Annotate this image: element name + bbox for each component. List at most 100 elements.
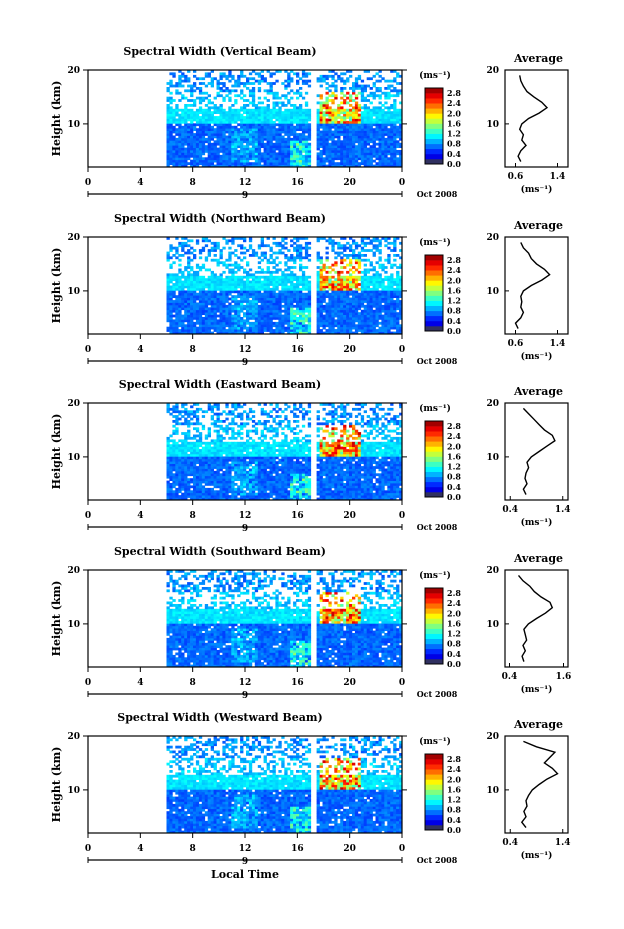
heatmap-cell xyxy=(352,142,356,146)
heatmap-cell xyxy=(366,241,370,245)
heatmap-cell xyxy=(390,150,394,153)
heatmap-cell xyxy=(263,295,267,298)
heatmap-cell xyxy=(228,278,232,281)
heatmap-cell xyxy=(190,273,194,277)
heatmap-cell xyxy=(231,273,235,277)
heatmap-cell xyxy=(175,317,179,320)
heatmap-cell xyxy=(225,152,229,156)
heatmap-cell xyxy=(281,130,285,134)
heatmap-cell xyxy=(213,309,217,313)
heatmap-cell xyxy=(213,150,217,153)
heatmap-cell xyxy=(260,280,264,284)
heatmap-cell xyxy=(352,292,356,296)
heatmap-cell xyxy=(328,159,332,163)
heatmap-cell xyxy=(360,275,365,279)
heatmap-cell xyxy=(228,317,232,320)
heatmap-cell xyxy=(375,295,379,298)
heatmap-cell xyxy=(393,246,397,250)
heatmap-cell xyxy=(178,292,182,296)
heatmap-cell xyxy=(284,137,288,141)
heatmap-cell xyxy=(187,116,191,119)
heatmap-cell xyxy=(316,152,320,156)
heatmap-cell xyxy=(349,128,353,131)
heatmap-cell xyxy=(237,304,241,308)
heatmap-cell xyxy=(172,326,176,330)
heatmap-cell xyxy=(251,152,256,156)
heatmap-cell xyxy=(393,278,397,281)
heatmap-cell xyxy=(301,302,306,306)
heatmap-cell xyxy=(322,152,326,156)
heatmap-cell xyxy=(181,446,185,450)
heatmap-cell xyxy=(337,314,341,318)
heatmap-cell xyxy=(166,405,170,409)
heatmap-cell xyxy=(387,142,391,146)
heatmap-cell xyxy=(299,300,303,303)
heatmap-cell xyxy=(375,309,379,313)
heatmap-cell xyxy=(396,329,400,332)
heatmap-cell xyxy=(254,300,259,303)
heatmap-cell xyxy=(269,159,273,163)
heatmap-cell xyxy=(322,304,326,308)
average-y-tick-label: 10 xyxy=(486,120,499,130)
heatmap-cell xyxy=(328,307,332,311)
heatmap-cell xyxy=(251,312,256,315)
heatmap-cell xyxy=(181,432,185,435)
heatmap-cell xyxy=(390,324,394,328)
heatmap-cell xyxy=(240,113,244,117)
heatmap-cell xyxy=(290,292,294,296)
heatmap-cell xyxy=(372,84,376,88)
heatmap-cell xyxy=(387,319,391,323)
heatmap-cell xyxy=(287,268,291,272)
heatmap-cell xyxy=(396,314,400,318)
heatmap-cell xyxy=(275,292,279,296)
heatmap-cell xyxy=(201,312,206,315)
heatmap-cell xyxy=(263,77,267,81)
heatmap-cell xyxy=(346,77,350,81)
heatmap-cell xyxy=(210,324,214,328)
heatmap-cell xyxy=(360,89,365,93)
heatmap-cell xyxy=(301,270,306,274)
colorbar-tick-label: 2.8 xyxy=(447,255,461,265)
heatmap-cell xyxy=(234,321,238,325)
heatmap-cell xyxy=(184,490,188,494)
heatmap-cell xyxy=(210,150,214,153)
heatmap-cell xyxy=(166,307,170,311)
heatmap-cell xyxy=(234,317,238,320)
heatmap-cell xyxy=(381,326,385,330)
heatmap-cell xyxy=(178,314,182,318)
average-title: Average xyxy=(513,52,563,65)
heatmap-cell xyxy=(272,280,276,284)
heatmap-cell xyxy=(237,285,241,289)
heatmap-cell xyxy=(352,254,356,257)
heatmap-cell xyxy=(360,326,365,330)
heatmap-cell xyxy=(204,162,209,165)
heatmap-cell xyxy=(231,135,235,139)
heatmap-cell xyxy=(369,283,373,286)
heatmap-cell xyxy=(334,292,338,296)
heatmap-cell xyxy=(251,108,256,112)
heatmap-cell xyxy=(352,278,356,281)
heatmap-cell xyxy=(399,302,403,306)
heatmap-cell xyxy=(287,142,291,146)
heatmap-cell xyxy=(240,108,244,112)
heatmap-cell xyxy=(231,125,235,129)
heatmap-cell xyxy=(190,275,194,279)
heatmap-cell xyxy=(193,125,197,129)
heatmap-cell xyxy=(393,147,397,151)
heatmap-cell xyxy=(393,302,397,306)
heatmap-cell xyxy=(387,123,391,127)
heatmap-cell xyxy=(216,241,220,245)
heatmap-cell xyxy=(248,152,253,156)
heatmap-cell xyxy=(166,451,170,455)
heatmap-cell xyxy=(281,82,285,85)
heatmap-cell xyxy=(278,302,282,306)
heatmap-cell xyxy=(299,244,303,248)
heatmap-cell xyxy=(254,142,259,146)
heatmap-cell xyxy=(254,162,259,165)
heatmap-cell xyxy=(340,147,344,151)
heatmap-cell xyxy=(299,302,303,306)
heatmap-cell xyxy=(319,162,323,165)
heatmap-cell xyxy=(331,295,335,298)
heatmap-cell xyxy=(393,106,397,110)
heatmap-cell xyxy=(195,314,200,318)
